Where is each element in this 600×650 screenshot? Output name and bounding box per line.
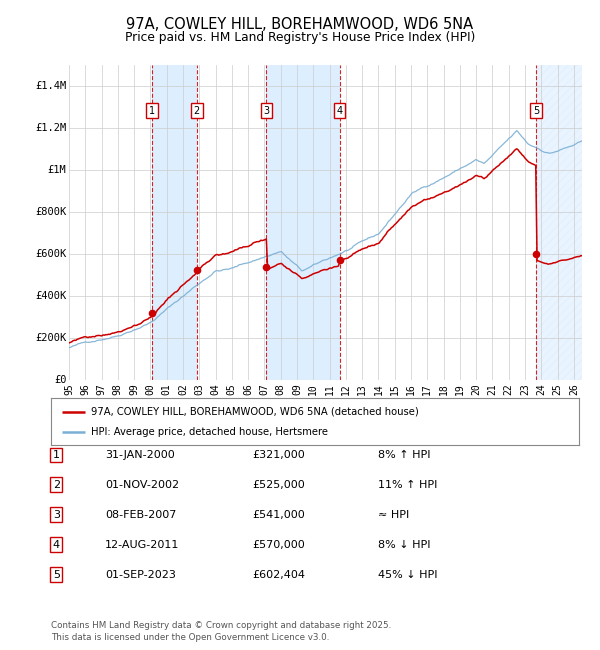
Text: 97A, COWLEY HILL, BOREHAMWOOD, WD6 5NA: 97A, COWLEY HILL, BOREHAMWOOD, WD6 5NA: [127, 17, 473, 32]
Text: 97A, COWLEY HILL, BOREHAMWOOD, WD6 5NA (detached house): 97A, COWLEY HILL, BOREHAMWOOD, WD6 5NA (…: [91, 406, 418, 417]
Text: £541,000: £541,000: [252, 510, 305, 520]
Text: 5: 5: [53, 569, 60, 580]
Text: £570,000: £570,000: [252, 540, 305, 550]
Text: 1: 1: [53, 450, 60, 460]
Text: ≈ HPI: ≈ HPI: [378, 510, 409, 520]
Text: £1.4M: £1.4M: [35, 81, 67, 91]
Text: 3: 3: [53, 510, 60, 520]
Text: 12-AUG-2011: 12-AUG-2011: [105, 540, 179, 550]
Text: £602,404: £602,404: [252, 569, 305, 580]
Text: Contains HM Land Registry data © Crown copyright and database right 2025.
This d: Contains HM Land Registry data © Crown c…: [51, 621, 391, 642]
Text: 45% ↓ HPI: 45% ↓ HPI: [378, 569, 437, 580]
Text: 4: 4: [53, 540, 60, 550]
Text: 5: 5: [533, 106, 539, 116]
Text: 01-SEP-2023: 01-SEP-2023: [105, 569, 176, 580]
Text: £321,000: £321,000: [252, 450, 305, 460]
Text: £1M: £1M: [47, 165, 67, 175]
Text: £0: £0: [54, 375, 67, 385]
Text: 4: 4: [337, 106, 343, 116]
Text: 2: 2: [53, 480, 60, 490]
Text: £1.2M: £1.2M: [35, 123, 67, 133]
Text: HPI: Average price, detached house, Hertsmere: HPI: Average price, detached house, Hert…: [91, 427, 328, 437]
Text: 31-JAN-2000: 31-JAN-2000: [105, 450, 175, 460]
Bar: [536, 65, 582, 380]
Text: 2: 2: [194, 106, 200, 116]
Text: 8% ↑ HPI: 8% ↑ HPI: [378, 450, 431, 460]
Text: £600K: £600K: [35, 249, 67, 259]
Text: 01-NOV-2002: 01-NOV-2002: [105, 480, 179, 490]
Text: 8% ↓ HPI: 8% ↓ HPI: [378, 540, 431, 550]
Text: 11% ↑ HPI: 11% ↑ HPI: [378, 480, 437, 490]
Text: £800K: £800K: [35, 207, 67, 217]
Text: £525,000: £525,000: [252, 480, 305, 490]
Text: £400K: £400K: [35, 291, 67, 301]
Bar: [152, 65, 197, 380]
Text: 08-FEB-2007: 08-FEB-2007: [105, 510, 176, 520]
Text: £200K: £200K: [35, 333, 67, 343]
Text: 1: 1: [149, 106, 155, 116]
Text: Price paid vs. HM Land Registry's House Price Index (HPI): Price paid vs. HM Land Registry's House …: [125, 31, 475, 44]
Text: 3: 3: [263, 106, 269, 116]
Bar: [266, 65, 340, 380]
